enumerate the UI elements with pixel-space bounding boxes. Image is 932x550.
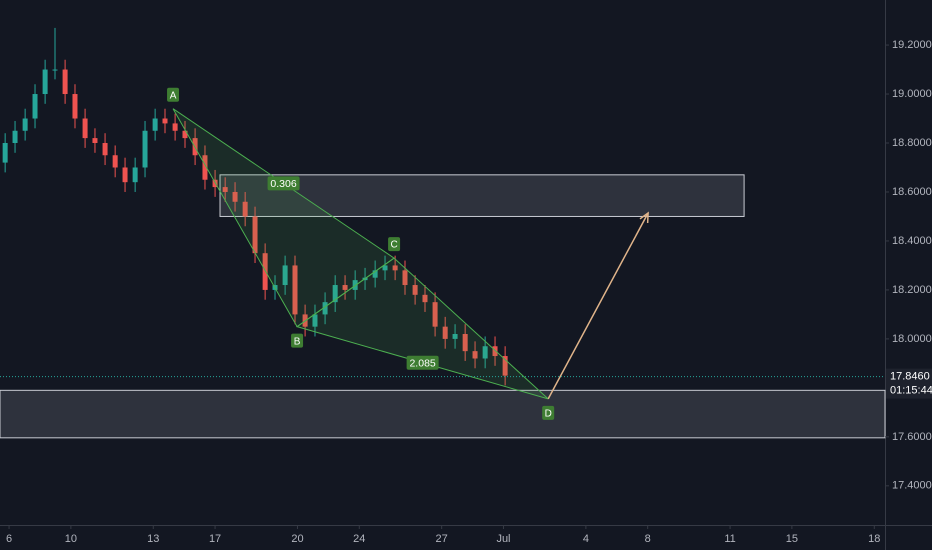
- candle-body: [392, 265, 398, 271]
- y-tick-label: 18.8000: [892, 137, 932, 149]
- ratio-label: 2.085: [409, 358, 435, 370]
- candle-body: [442, 326, 448, 339]
- candle-body: [32, 94, 38, 119]
- point-label: B: [294, 336, 301, 347]
- x-tick-label: 4: [583, 533, 589, 545]
- x-tick-label: 17: [209, 533, 221, 545]
- y-tick-label: 18.4000: [892, 235, 932, 247]
- ratio-label: 0.306: [270, 178, 296, 190]
- candle-body: [382, 265, 388, 271]
- candle-body: [22, 118, 28, 131]
- candle-body: [222, 187, 228, 192]
- candle-body: [202, 155, 208, 180]
- y-tick-label: 18.0000: [892, 333, 932, 345]
- candle-body: [252, 216, 258, 254]
- candle-body: [42, 69, 48, 95]
- candle-body: [332, 285, 338, 303]
- candle-body: [132, 167, 138, 183]
- x-tick-label: 18: [868, 533, 880, 545]
- candle-body: [322, 302, 328, 315]
- y-tick-label: 17.4000: [892, 480, 932, 492]
- arrow-head: [639, 211, 649, 224]
- candle-body: [122, 167, 128, 183]
- candle-body: [152, 118, 158, 131]
- candle-body: [412, 285, 418, 295]
- x-tick-label: 10: [65, 533, 77, 545]
- candle-body: [482, 346, 488, 359]
- candle-body: [292, 265, 298, 315]
- zone: [219, 174, 745, 217]
- point-label-box: [388, 237, 401, 252]
- last-price-label: 17.8460: [890, 371, 930, 383]
- y-tick-label: 19.2000: [892, 39, 932, 51]
- y-tick-label: 17.6000: [892, 431, 932, 443]
- x-tick-label: 20: [291, 533, 303, 545]
- candle-body: [232, 191, 238, 202]
- x-tick-label: 27: [436, 533, 448, 545]
- x-tick-label: 6: [6, 533, 12, 545]
- candle-body: [432, 302, 438, 327]
- x-tick-label: 15: [786, 533, 798, 545]
- projection-arrow: [547, 212, 649, 400]
- y-tick-label: 18.2000: [892, 284, 932, 296]
- candle-body: [492, 346, 498, 357]
- x-tick-label: 24: [353, 533, 365, 545]
- y-tick-label: 19.0000: [892, 88, 932, 100]
- x-tick-label: 13: [147, 533, 159, 545]
- ratio-box: [406, 355, 439, 370]
- candle-body: [372, 270, 378, 278]
- x-tick-label: 11: [724, 533, 735, 545]
- candle-body: [262, 253, 268, 290]
- x-tick-label: Jul: [496, 533, 510, 545]
- candle-body: [52, 69, 58, 71]
- candle-body: [82, 118, 88, 139]
- point-label: C: [390, 240, 397, 251]
- y-tick-label: 18.6000: [892, 186, 932, 198]
- candle-body: [172, 123, 178, 131]
- point-label-box: [167, 87, 180, 102]
- candle-body: [242, 201, 248, 217]
- candle-body: [452, 334, 458, 339]
- candle-body: [282, 265, 288, 286]
- point-label: A: [170, 90, 177, 101]
- candle-body: [62, 69, 68, 95]
- ratio-box: [267, 176, 300, 191]
- candle-body: [72, 94, 78, 119]
- candle-body: [402, 270, 408, 286]
- candle-body: [182, 130, 188, 139]
- candle-body: [342, 285, 348, 290]
- point-label-box: [542, 405, 555, 420]
- candle-body: [92, 138, 98, 144]
- point-label-box: [291, 333, 304, 348]
- candle-body: [472, 351, 478, 359]
- candle-body: [422, 294, 428, 303]
- candle-body: [312, 314, 318, 327]
- countdown-label: 01:15:44: [890, 385, 932, 397]
- candle-body: [2, 143, 8, 163]
- candle-body: [162, 118, 168, 124]
- candle-body: [12, 130, 18, 144]
- candle-body: [112, 155, 118, 168]
- x-tick-label: 8: [645, 533, 651, 545]
- zone: [0, 389, 886, 439]
- candle-body: [102, 143, 108, 156]
- point-label: D: [545, 409, 552, 420]
- last-price-box: [886, 368, 932, 399]
- candle-body: [502, 356, 508, 376]
- candle-body: [142, 130, 148, 168]
- candle-body: [462, 334, 468, 352]
